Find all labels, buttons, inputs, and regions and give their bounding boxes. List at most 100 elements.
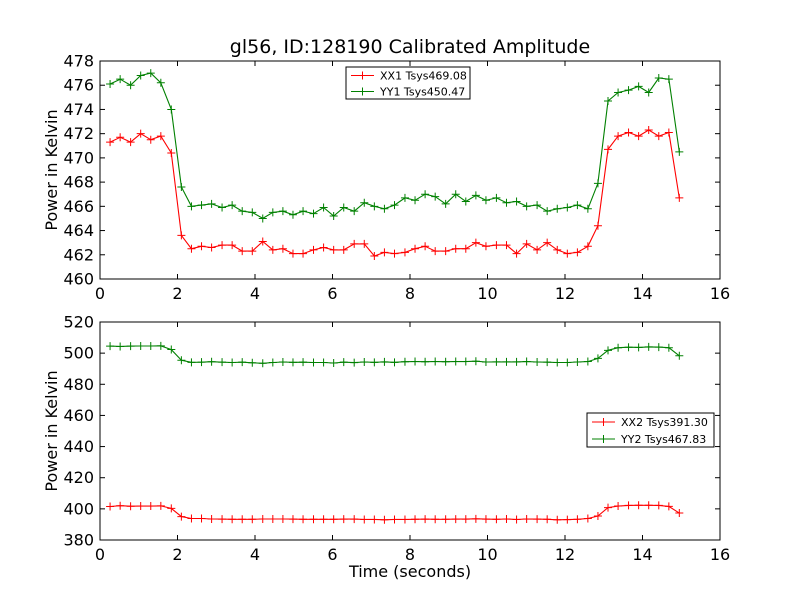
bottom-series-2-point-32 (421, 357, 430, 366)
top-series-2-point-56 (664, 75, 673, 84)
top-series-2-point-9 (187, 202, 196, 211)
bottom-series-2-point-50 (604, 346, 613, 355)
top-series-2-point-16 (258, 214, 267, 223)
top-legend-marker-2 (358, 87, 367, 96)
bottom-series-2-point-37 (471, 357, 480, 366)
top-series-2-point-8 (177, 182, 186, 191)
top-series-2-point-37 (471, 191, 480, 200)
top-y-tick-label-460: 460 (63, 270, 94, 289)
bottom-series-2-point-47 (573, 358, 582, 367)
top-series-1-point-35 (451, 244, 460, 253)
top-series-1-point-43 (533, 245, 542, 254)
top-series-2-point-27 (370, 202, 379, 211)
bottom-series-1-point-48 (583, 514, 592, 523)
bottom-series-2-point-27 (370, 358, 379, 367)
top-series-2-point-43 (533, 201, 542, 210)
bottom-y-tick-label-480: 480 (63, 375, 94, 394)
bottom-y-tick-label-400: 400 (63, 499, 94, 518)
bottom-series-1-point-51 (614, 502, 623, 511)
top-series-1-point-14 (238, 247, 247, 256)
top-series-1-point-49 (593, 221, 602, 230)
top-series-1-point-3 (126, 138, 135, 147)
bottom-series-1-point-46 (563, 515, 572, 524)
bottom-series-2-point-26 (360, 358, 369, 367)
top-series-2-point-19 (288, 210, 297, 219)
bottom-series-2-point-28 (380, 357, 389, 366)
bottom-x-tick-label-8: 8 (405, 545, 415, 564)
bottom-series-2-point-12 (218, 358, 227, 367)
top-series-2-point-52 (624, 86, 633, 95)
bottom-series-2-point-31 (411, 357, 420, 366)
top-series-2-point-44 (543, 207, 552, 216)
bottom-series-2-point-29 (390, 358, 399, 367)
top-y-tick-label-472: 472 (63, 124, 94, 143)
bottom-series-1-point-21 (309, 515, 318, 524)
bottom-series-2-point-35 (451, 357, 460, 366)
bottom-legend-marker-1 (599, 418, 608, 426)
bottom-series-2-point-42 (522, 357, 531, 366)
bottom-x-tick-label-14: 14 (632, 545, 652, 564)
bottom-series-1-point-20 (299, 515, 308, 524)
top-legend: XX1 Tsys469.08 YY1 Tsys450.47 (345, 66, 471, 100)
top-series-1-point-32 (421, 242, 430, 251)
top-series-1-point-2 (116, 133, 125, 142)
top-series-1-point-40 (502, 241, 511, 250)
top-series-1-point-46 (563, 249, 572, 258)
bottom-series-1-point-32 (421, 515, 430, 524)
bottom-series-1-point-4 (136, 502, 145, 511)
bottom-series-2-point-25 (350, 358, 359, 367)
top-series-1-point-44 (543, 238, 552, 247)
bottom-y-tick-label-520: 520 (63, 313, 94, 332)
top-series-1-point-57 (675, 193, 684, 202)
top-series-2-point-26 (360, 198, 369, 207)
top-series-2-point-29 (390, 201, 399, 210)
top-series-2-point-21 (309, 209, 318, 218)
top-series-1-point-5 (146, 135, 155, 144)
top-series-1-point-6 (156, 132, 165, 141)
bottom-series-1-point-1 (106, 502, 115, 511)
top-series-2-point-22 (319, 203, 328, 212)
bottom-series-1-point-56 (664, 502, 673, 511)
bottom-series-1-point-52 (624, 501, 633, 510)
top-y-tick-label-464: 464 (63, 221, 94, 240)
top-series-1-point-42 (522, 239, 531, 248)
bottom-series-2-point-46 (563, 358, 572, 367)
bottom-y-tick-label-440: 440 (63, 437, 94, 456)
top-series-2-point-10 (197, 201, 206, 210)
bottom-series-1-point-41 (512, 515, 521, 524)
bottom-series-2-point-8 (177, 356, 186, 365)
top-series-1-point-50 (604, 145, 613, 154)
top-series-1-point-8 (177, 231, 186, 240)
bottom-y-tick-label-500: 500 (63, 344, 94, 363)
bottom-series-1-point-28 (380, 515, 389, 524)
bottom-series-1 (106, 501, 684, 524)
top-series-2-point-34 (441, 199, 450, 208)
bottom-series-2-point-17 (268, 358, 277, 367)
bottom-series-1-point-31 (411, 515, 420, 524)
bottom-legend-label-1: XX2 Tsys391.30 (621, 416, 708, 429)
bottom-series-1-point-43 (533, 515, 542, 524)
top-series-1-point-17 (268, 245, 277, 254)
top-y-tick-label-478: 478 (63, 52, 94, 71)
top-series-1-point-28 (380, 248, 389, 257)
bottom-series-2-point-36 (461, 357, 470, 366)
bottom-series-2-point-38 (481, 358, 490, 367)
top-series-2-point-12 (218, 203, 227, 212)
bottom-series-1-point-16 (258, 514, 267, 523)
bottom-x-tick-label-2: 2 (172, 545, 182, 564)
bottom-legend: XX2 Tsys391.30 YY2 Tsys467.83 (586, 412, 715, 448)
top-legend-label-2: YY1 Tsys450.47 (379, 86, 465, 99)
bottom-series-1-point-14 (238, 515, 247, 524)
bottom-series-1-point-11 (207, 514, 216, 523)
top-series-2-point-17 (268, 208, 277, 217)
bottom-series-2-point-24 (339, 358, 348, 367)
bottom-series-1-point-19 (288, 515, 297, 524)
top-series-1-point-22 (319, 243, 328, 252)
top-series-1-point-12 (218, 241, 227, 250)
top-y-tick-label-466: 466 (63, 197, 94, 216)
top-series-2-point-14 (238, 207, 247, 216)
top-series-2-point-6 (156, 78, 165, 87)
top-x-tick-label-0: 0 (95, 284, 105, 303)
bottom-series-2-point-49 (593, 354, 602, 363)
bottom-series-2-point-19 (288, 358, 297, 367)
